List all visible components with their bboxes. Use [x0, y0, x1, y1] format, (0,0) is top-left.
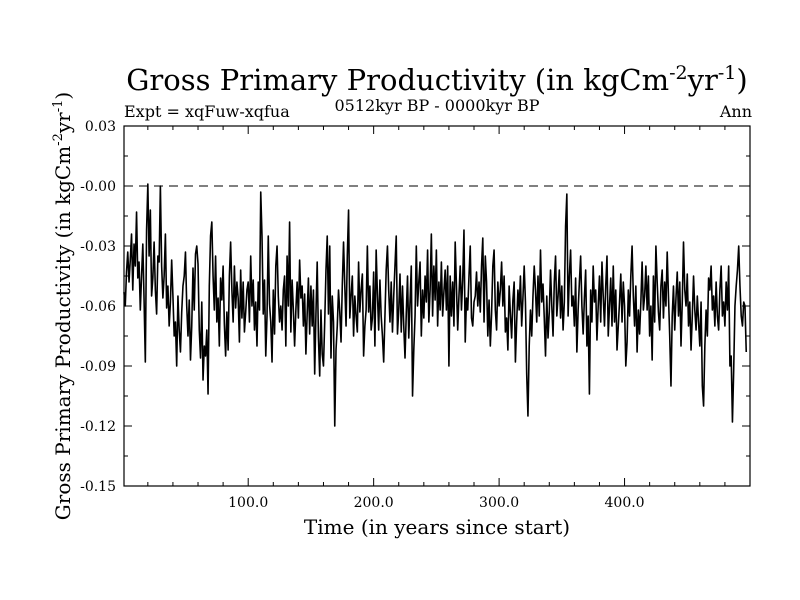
experiment-label: Expt = xqFuw-xqfua — [124, 102, 290, 121]
y-tick-label: -0.09 — [80, 359, 116, 375]
chart-title: Gross Primary Productivity (in kgCm-2yr-… — [126, 62, 747, 97]
y-tick-label: -0.15 — [80, 479, 116, 495]
y-tick-label: -0.00 — [80, 179, 116, 195]
x-tick-label: 300.0 — [479, 495, 519, 511]
period-label: 0512kyr BP - 0000kyr BP — [335, 96, 540, 115]
x-tick-label: 400.0 — [605, 495, 645, 511]
tick-layer: 0.03 -0.00 -0.03 -0.06 -0.09 -0.12 -0.15 100.0 2… — [80, 119, 750, 511]
series-line — [123, 183, 748, 427]
y-tick-label: -0.12 — [80, 419, 116, 435]
series-layer — [123, 183, 748, 427]
x-tick-label: 200.0 — [354, 495, 394, 511]
y-axis-label: Gross Primary Productivity (in kgCm-2yr-… — [51, 92, 75, 520]
y-tick-label: 0.03 — [85, 119, 116, 135]
y-tick-label: -0.03 — [80, 239, 116, 255]
x-axis-label: Time (in years since start) — [304, 515, 570, 539]
x-tick-label: 100.0 — [228, 495, 268, 511]
season-label: Ann — [719, 102, 752, 121]
y-tick-label: -0.06 — [80, 299, 116, 315]
